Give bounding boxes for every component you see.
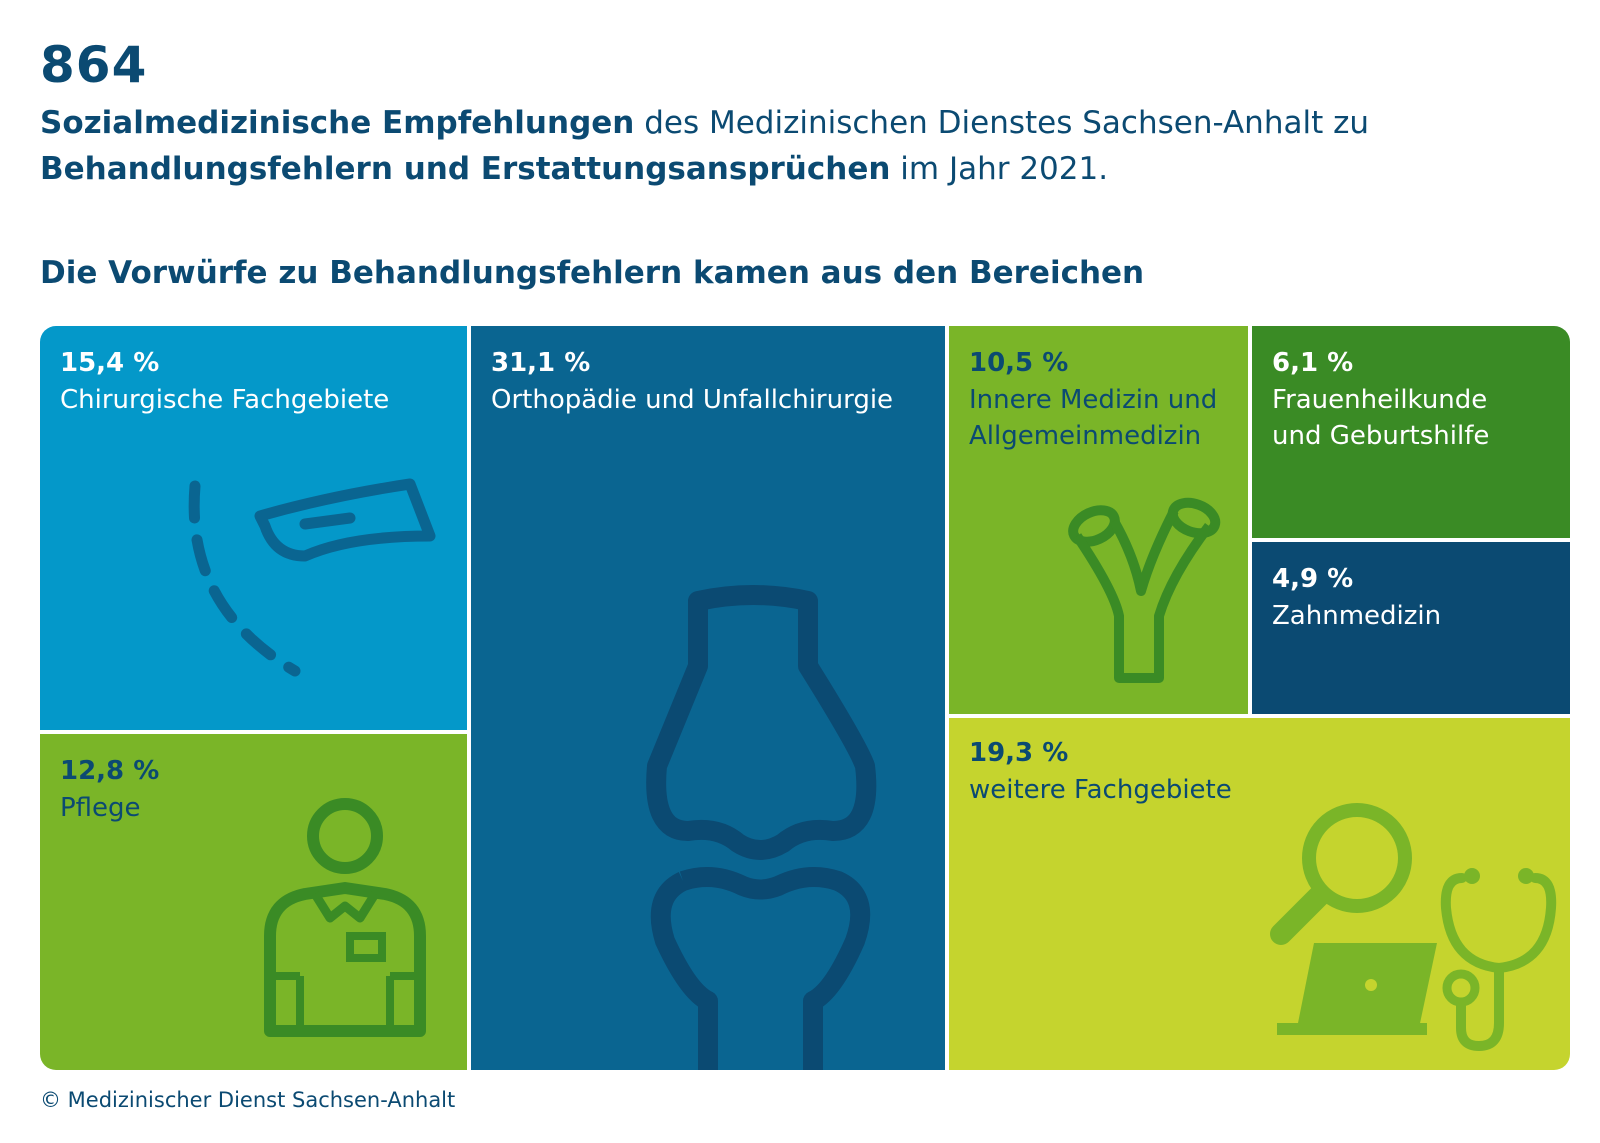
tile-pflege-value: 12,8 % xyxy=(60,756,160,786)
tile-orthopaedie-value: 31,1 % xyxy=(491,348,591,378)
tile-chirurgie-label: Chirurgische Fachgebiete xyxy=(60,382,389,418)
tile-frauen-label-line-1: Frauenheilkunde xyxy=(1272,385,1488,415)
tile-weitere-value: 19,3 % xyxy=(969,738,1069,768)
tile-weitere-label-line: weitere Fachgebiete xyxy=(969,775,1232,805)
scalpel-icon xyxy=(188,478,436,677)
total-count: 864 xyxy=(40,36,148,94)
tile-chirurgie: 15,4 % Chirurgische Fachgebiete xyxy=(40,326,467,730)
tile-pflege-label: Pflege xyxy=(60,790,141,826)
intro-bold-1: Sozialmedizinische Empfehlungen xyxy=(40,105,635,141)
tile-frauen-label: Frauenheilkunde und Geburtshilfe xyxy=(1272,382,1489,454)
tile-frauen-label-line-2: und Geburtshilfe xyxy=(1272,421,1490,451)
tile-zahn-label-line: Zahnmedizin xyxy=(1272,601,1442,631)
intro-text-2: im Jahr 2021. xyxy=(890,151,1109,187)
tile-innere-label-line-1: Innere Medizin und xyxy=(969,385,1218,415)
knee-bone-icon xyxy=(646,585,877,1070)
tile-chirurgie-label-line: Chirurgische Fachgebiete xyxy=(60,385,390,415)
tile-zahnmedizin: 4,9 % Zahnmedizin xyxy=(1252,542,1570,714)
tile-zahn-label: Zahnmedizin xyxy=(1272,598,1441,634)
tile-orthopaedie-label: Orthopädie und Unfallchirurgie xyxy=(491,382,893,418)
tile-innere-medizin: 10,5 % Innere Medizin und Allgemeinmediz… xyxy=(949,326,1248,714)
intro-text-1: des Medizinischen Dienstes Sachsen-Anhal… xyxy=(634,105,1370,141)
bronchi-icon xyxy=(1068,497,1221,683)
intro-text: Sozialmedizinische Empfehlungen des Medi… xyxy=(40,100,1440,192)
intro-bold-2: Behandlungsfehlern und Erstattungsansprü… xyxy=(40,151,891,187)
copyright-footer: © Medizinischer Dienst Sachsen-Anhalt xyxy=(40,1088,456,1112)
tile-innere-value: 10,5 % xyxy=(969,348,1069,378)
tile-weitere-label: weitere Fachgebiete xyxy=(969,772,1232,808)
section-title: Die Vorwürfe zu Behandlungsfehlern kamen… xyxy=(40,255,1145,291)
tile-weitere: 19,3 % weitere Fachgebiete xyxy=(949,718,1570,1070)
nurse-icon xyxy=(264,798,426,1037)
tile-orthopaedie-label-line: Orthopädie und Unfallchirurgie xyxy=(491,385,894,415)
tile-innere-label: Innere Medizin und Allgemeinmedizin xyxy=(969,382,1217,454)
tile-chirurgie-value: 15,4 % xyxy=(60,348,160,378)
tile-frauenheilkunde: 6,1 % Frauenheilkunde und Geburtshilfe xyxy=(1252,326,1570,538)
magnifier-laptop-stethoscope-icon xyxy=(1270,803,1557,1052)
tile-pflege-label-line: Pflege xyxy=(60,793,141,823)
tile-pflege: 12,8 % Pflege xyxy=(40,734,467,1070)
tile-innere-label-line-2: Allgemeinmedizin xyxy=(969,421,1202,451)
treemap-chart: 15,4 % Chirurgische Fachgebiete 12,8 % P… xyxy=(40,326,1570,1070)
tile-zahn-value: 4,9 % xyxy=(1272,564,1354,594)
tile-orthopaedie: 31,1 % Orthopädie und Unfallchirurgie xyxy=(471,326,945,1070)
tile-frauen-value: 6,1 % xyxy=(1272,348,1354,378)
